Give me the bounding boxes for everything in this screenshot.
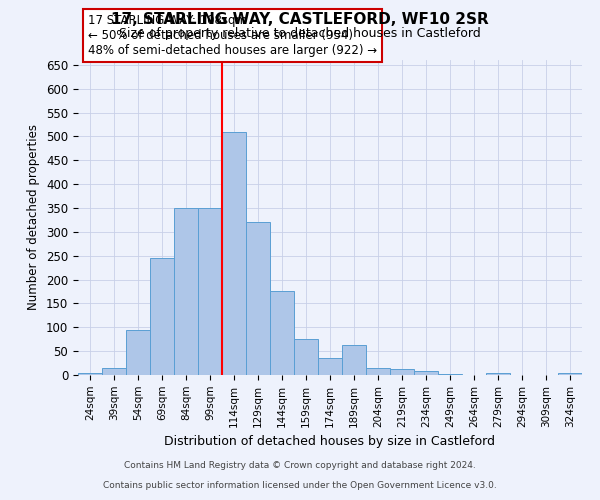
Bar — [558, 373, 582, 375]
Bar — [390, 370, 414, 375]
Bar — [78, 372, 102, 375]
Bar — [318, 358, 342, 375]
Bar — [414, 371, 438, 375]
Y-axis label: Number of detached properties: Number of detached properties — [28, 124, 40, 310]
Bar — [126, 330, 150, 375]
Bar — [270, 292, 294, 375]
Text: Contains public sector information licensed under the Open Government Licence v3: Contains public sector information licen… — [103, 481, 497, 490]
Text: 17, STARLING WAY, CASTLEFORD, WF10 2SR: 17, STARLING WAY, CASTLEFORD, WF10 2SR — [111, 12, 489, 28]
Text: Size of property relative to detached houses in Castleford: Size of property relative to detached ho… — [119, 28, 481, 40]
Bar — [102, 368, 126, 375]
Bar — [150, 258, 174, 375]
X-axis label: Distribution of detached houses by size in Castleford: Distribution of detached houses by size … — [164, 435, 496, 448]
Bar — [342, 346, 366, 375]
Bar — [246, 222, 270, 375]
Bar — [198, 208, 222, 375]
Bar — [438, 374, 462, 375]
Bar — [174, 208, 198, 375]
Bar — [486, 372, 510, 375]
Bar — [222, 132, 246, 375]
Text: 17 STARLING WAY: 108sqm
← 50% of detached houses are smaller (954)
48% of semi-d: 17 STARLING WAY: 108sqm ← 50% of detache… — [88, 14, 377, 57]
Text: Contains HM Land Registry data © Crown copyright and database right 2024.: Contains HM Land Registry data © Crown c… — [124, 461, 476, 470]
Bar — [294, 339, 318, 375]
Bar — [366, 368, 390, 375]
